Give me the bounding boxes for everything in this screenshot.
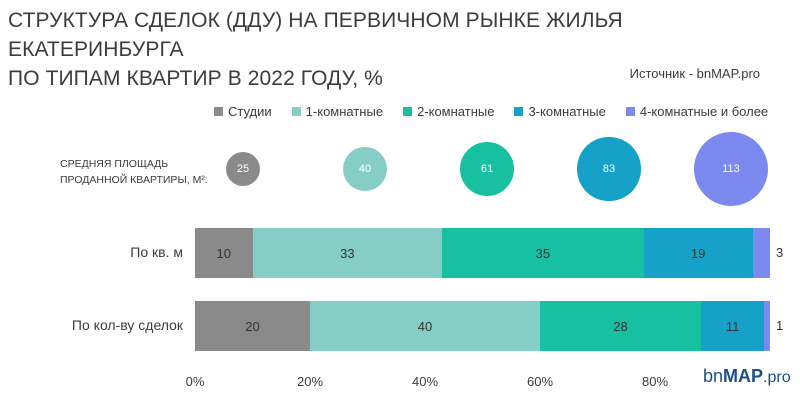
logo-part3: .pro — [763, 369, 791, 386]
legend-item: 2-комнатные — [403, 104, 494, 119]
x-tick-label: 80% — [641, 374, 669, 389]
bar-segment: 19 — [643, 228, 753, 278]
x-tick-label: 20% — [296, 374, 324, 389]
legend-swatch — [625, 107, 635, 116]
legend-item: 4-комнатные и более — [625, 104, 769, 119]
bar-segment: 20 — [195, 301, 310, 351]
avg-area-circle: 113 — [694, 132, 768, 206]
avg-area-circle: 61 — [459, 141, 515, 197]
bar-segment — [764, 301, 770, 351]
bar-value-label: 3 — [776, 245, 784, 260]
legend-item: 3-комнатные — [514, 104, 606, 119]
bar-segment — [752, 228, 770, 278]
x-tick-label: 40% — [411, 374, 439, 389]
source-note: Источник - bnMAP.pro — [629, 66, 760, 81]
bar-segment: 33 — [252, 228, 443, 278]
bar-segment: 11 — [701, 301, 765, 351]
legend-label: 4-комнатные и более — [639, 104, 769, 119]
chart-title-line1: СТРУКТУРА СДЕЛОК (ДДУ) НА ПЕРВИЧНОМ РЫНК… — [8, 9, 623, 61]
x-tick-label: 0% — [185, 374, 205, 389]
bar-category-label: По кв. м — [130, 244, 183, 260]
legend: Студии 1-комнатные 2-комнатные 3-комнатные 4… — [214, 104, 788, 119]
avg-area-label-line1: СРЕДНЯЯ ПЛОЩАДЬ — [60, 158, 169, 170]
logo-part2: MAP — [723, 366, 764, 386]
avg-area-label-line2: ПРОДАННОЙ КВАРТИРЫ, М²: — [60, 174, 208, 186]
legend-swatch — [291, 107, 301, 116]
legend-label: 1-комнатные — [305, 104, 384, 119]
bar-value-label: 1 — [776, 318, 784, 333]
legend-swatch — [514, 107, 524, 116]
legend-swatch — [214, 107, 223, 116]
logo-part1: bn — [703, 366, 724, 386]
bar-segment: 28 — [540, 301, 701, 351]
bar-segment: 10 — [195, 228, 253, 278]
bar-category-label: По кол-ву сделок — [71, 317, 183, 333]
avg-area-label: СРЕДНЯЯ ПЛОЩАДЬ ПРОДАННОЙ КВАРТИРЫ, М²: — [60, 156, 210, 188]
chart-title: СТРУКТУРА СДЕЛОК (ДДУ) НА ПЕРВИЧНОМ РЫНК… — [8, 6, 768, 93]
x-tick-label: 60% — [526, 374, 554, 389]
chart-title-line2: ПО ТИПАМ КВАРТИР В 2022 ГОДУ, % — [8, 67, 383, 90]
bar-segment: 35 — [442, 228, 644, 278]
legend-label: Студии — [228, 104, 272, 119]
legend-item: 1-комнатные — [291, 104, 384, 119]
bar-segment: 40 — [310, 301, 540, 351]
avg-area-circle: 25 — [225, 151, 261, 187]
avg-area-circle: 83 — [577, 137, 641, 201]
legend-label: 3-комнатные — [528, 104, 606, 119]
legend-item: Студии — [214, 104, 272, 119]
legend-swatch — [403, 107, 413, 116]
avg-area-circle: 40 — [342, 146, 387, 191]
bnmap-logo: bnMAP.pro — [703, 366, 791, 387]
legend-label: 2-комнатные — [417, 104, 495, 119]
